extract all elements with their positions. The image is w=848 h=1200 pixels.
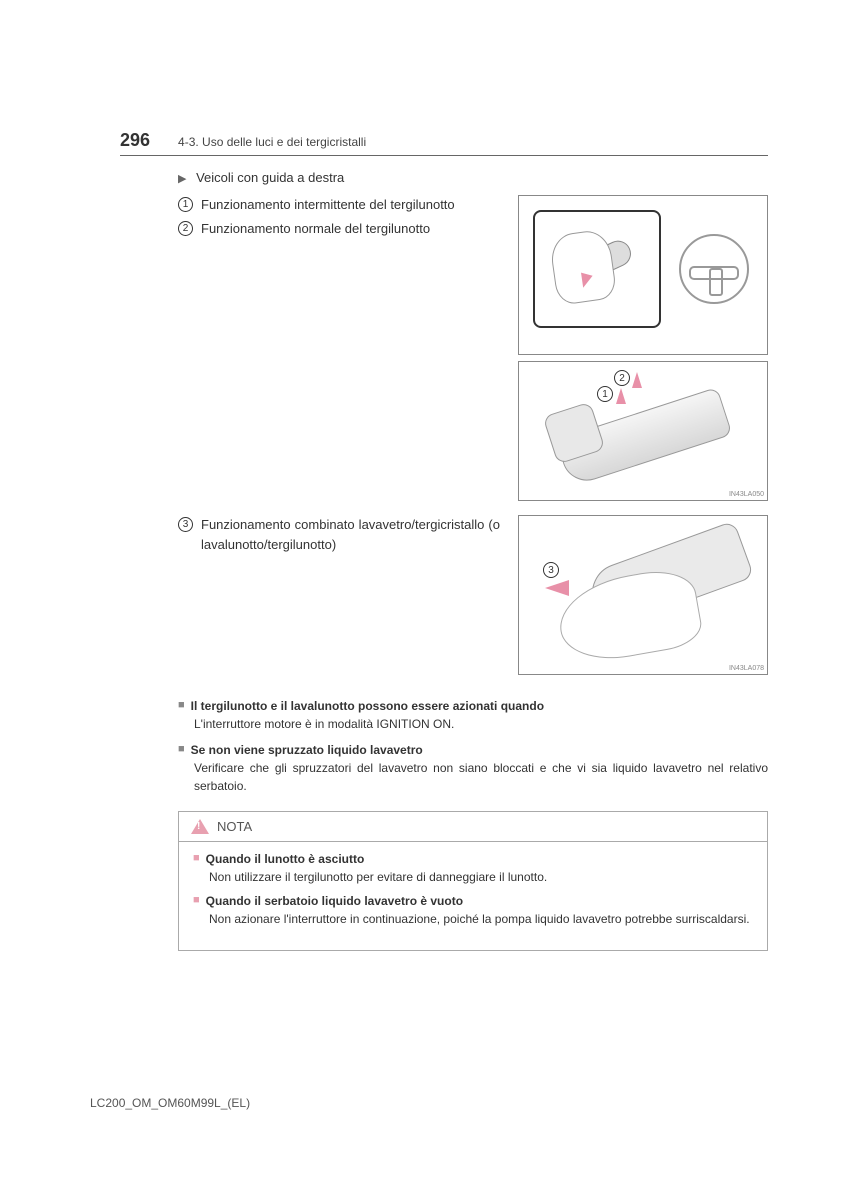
dashboard-drawing <box>527 204 759 346</box>
nota-text-1: Non utilizzare il tergilunotto per evita… <box>193 868 753 886</box>
square-bullet-icon: ■ <box>178 699 185 713</box>
pink-left-arrow-icon <box>545 580 569 596</box>
info-heading-1-text: Il tergilunotto e il lavalunotto possono… <box>191 699 544 713</box>
nota-header: NOTA <box>179 812 767 842</box>
square-bullet-icon: ■ <box>178 743 185 757</box>
info-item-1: ■ Il tergilunotto e il lavalunotto posso… <box>178 699 768 733</box>
footer-code: LC200_OM_OM60M99L_(EL) <box>90 1096 250 1110</box>
enum-item-3: 3 Funzionamento combinato lavavetro/terg… <box>178 515 500 554</box>
nota-item-2: ■ Quando il serbatoio liquido lavavetro … <box>193 894 753 928</box>
page-number: 296 <box>120 130 150 151</box>
enum-num-2: 2 <box>178 221 193 236</box>
subheading-text: Veicoli con guida a destra <box>196 170 344 185</box>
fig3-caption: IN43LA078 <box>729 665 764 672</box>
figure-1 <box>518 195 768 355</box>
nota-box: NOTA ■ Quando il lunotto è asciutto Non … <box>178 811 768 951</box>
enum-item-1: 1 Funzionamento intermittente del tergil… <box>178 195 500 215</box>
enum-item-2: 2 Funzionamento normale del tergilunotto <box>178 219 500 239</box>
nota-title: NOTA <box>217 819 252 834</box>
page-header: 296 4-3. Uso delle luci e dei tergicrist… <box>120 130 768 156</box>
enum-num-3: 3 <box>178 517 193 532</box>
enum-text-1: Funzionamento intermittente del tergilun… <box>201 195 500 215</box>
pink-up-arrow-icon <box>632 372 642 388</box>
fig-col-1: 2 1 IN43LA050 <box>518 195 768 507</box>
main-content: ▶ Veicoli con guida a destra 1 Funzionam… <box>120 170 768 951</box>
warning-icon <box>191 819 209 834</box>
info-body-2: Verificare che gli spruzzatori del lavav… <box>178 759 768 795</box>
callout-3: 3 <box>543 562 559 578</box>
info-body-1: L'interruttore motore è in modalità IGNI… <box>178 715 768 733</box>
info-heading-2: ■ Se non viene spruzzato liquido lavavet… <box>178 743 768 757</box>
figure-3: 3 IN43LA078 <box>518 515 768 675</box>
text-col-2: 3 Funzionamento combinato lavavetro/terg… <box>178 515 500 681</box>
nota-heading-2-text: Quando il serbatoio liquido lavavetro è … <box>206 894 463 908</box>
row-2: 3 Funzionamento combinato lavavetro/terg… <box>178 515 768 681</box>
steering-wheel-icon <box>679 234 749 304</box>
text-col-1: 1 Funzionamento intermittente del tergil… <box>178 195 500 507</box>
fig-col-2: 3 IN43LA078 <box>518 515 768 681</box>
nota-text-2: Non azionare l'interruttore in continuaz… <box>193 910 753 928</box>
arrow-icon: ▶ <box>178 173 186 185</box>
subheading: ▶ Veicoli con guida a destra <box>178 170 768 185</box>
callout-2: 2 <box>614 370 630 386</box>
figure-2: 2 1 IN43LA050 <box>518 361 768 501</box>
hand-shape <box>553 564 705 667</box>
square-bullet-icon: ■ <box>193 852 200 866</box>
nota-item-1: ■ Quando il lunotto è asciutto Non utili… <box>193 852 753 886</box>
info-heading-1: ■ Il tergilunotto e il lavalunotto posso… <box>178 699 768 713</box>
pink-up-arrow-icon <box>616 388 626 404</box>
fig2-caption: IN43LA050 <box>729 491 764 498</box>
callout-1: 1 <box>597 386 613 402</box>
nota-body: ■ Quando il lunotto è asciutto Non utili… <box>179 842 767 950</box>
info-item-2: ■ Se non viene spruzzato liquido lavavet… <box>178 743 768 795</box>
nota-heading-1-text: Quando il lunotto è asciutto <box>206 852 365 866</box>
page-content: 296 4-3. Uso delle luci e dei tergicrist… <box>0 0 848 951</box>
nota-heading-2: ■ Quando il serbatoio liquido lavavetro … <box>193 894 753 908</box>
section-title: 4-3. Uso delle luci e dei tergicristalli <box>178 135 366 149</box>
enum-text-2: Funzionamento normale del tergilunotto <box>201 219 500 239</box>
nota-heading-1: ■ Quando il lunotto è asciutto <box>193 852 753 866</box>
hand-shape <box>548 228 617 306</box>
enum-num-1: 1 <box>178 197 193 212</box>
enum-text-3: Funzionamento combinato lavavetro/tergic… <box>201 515 500 554</box>
info-heading-2-text: Se non viene spruzzato liquido lavavetro <box>191 743 423 757</box>
info-block: ■ Il tergilunotto e il lavalunotto posso… <box>178 699 768 795</box>
square-bullet-icon: ■ <box>193 894 200 908</box>
row-1: 1 Funzionamento intermittente del tergil… <box>178 195 768 507</box>
panel-frame <box>533 210 661 328</box>
